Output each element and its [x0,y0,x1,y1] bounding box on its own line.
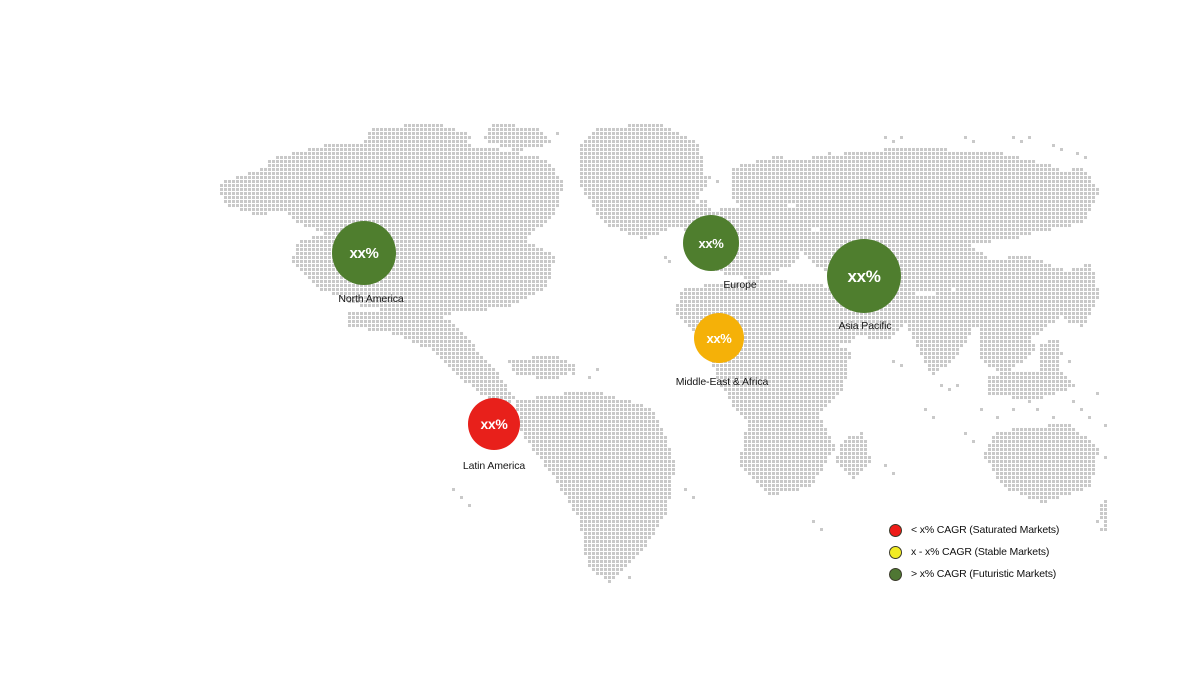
legend-item-saturated[interactable]: < x% CAGR (Saturated Markets) [889,519,1089,541]
legend-label: > x% CAGR (Futuristic Markets) [911,568,1057,580]
legend-label: < x% CAGR (Saturated Markets) [911,524,1060,536]
region-value: xx% [706,330,732,346]
region-value: xx% [349,244,379,262]
legend-item-stable[interactable]: x - x% CAGR (Stable Markets) [889,541,1089,563]
legend-dot-stable-icon [889,545,902,559]
region-value: xx% [698,235,724,251]
region-label-asia-pacific: Asia Pacific [838,320,892,332]
region-bubble-middle-east-africa[interactable]: xx% [694,313,744,363]
region-label-middle-east-africa: Middle-East & Africa [675,376,769,388]
region-bubble-asia-pacific[interactable]: xx% [827,239,901,313]
region-bubble-latin-america[interactable]: xx% [468,398,520,450]
region-bubble-europe[interactable]: xx% [683,215,739,271]
legend-dot-futuristic-icon [889,567,902,581]
legend-dot-saturated-icon [889,523,902,537]
legend-label: x - x% CAGR (Stable Markets) [911,546,1050,558]
region-label-latin-america: Latin America [462,460,526,472]
region-value: xx% [847,266,881,286]
region-value: xx% [480,416,508,432]
region-label-europe: Europe [723,279,757,291]
legend-item-futuristic[interactable]: > x% CAGR (Futuristic Markets) [889,563,1089,585]
region-label-north-america: North America [338,293,404,305]
region-bubble-north-america[interactable]: xx% [332,221,396,285]
legend: < x% CAGR (Saturated Markets) x - x% CAGR… [889,519,1089,585]
